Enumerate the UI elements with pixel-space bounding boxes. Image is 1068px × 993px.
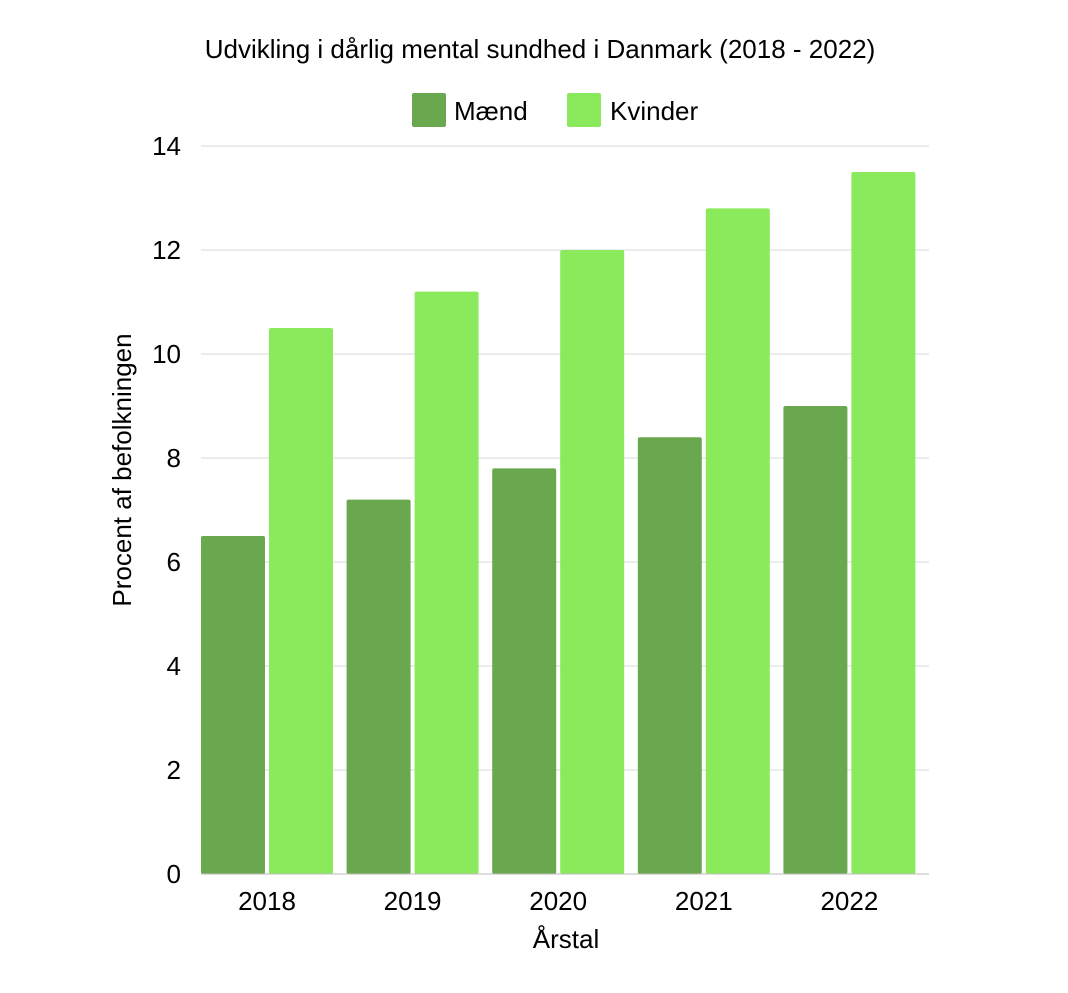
y-tick-label: 8 — [167, 443, 181, 473]
y-tick-label: 0 — [167, 859, 181, 889]
bar-kvinder-2019 — [414, 291, 479, 875]
x-axis-label: Årstal — [533, 924, 599, 954]
y-tick-label: 12 — [152, 235, 181, 265]
bar-kvinder-2021 — [705, 208, 770, 874]
bar-kvinder-2018 — [269, 328, 333, 874]
bar-kvinder-2022 — [851, 172, 916, 874]
y-axis-label: Procent af befolkningen — [107, 333, 137, 606]
y-tick-label: 2 — [167, 755, 181, 785]
y-tick-label: 14 — [152, 131, 181, 161]
bars — [201, 172, 929, 875]
legend-swatch-kvinder — [567, 93, 601, 127]
y-axis-ticks: 0 2 4 6 8 10 12 14 — [152, 131, 181, 889]
bar-maend-2018 — [201, 536, 265, 874]
x-tick-label: 2022 — [820, 886, 878, 916]
x-tick-label: 2018 — [238, 886, 296, 916]
bar-kvinder-2020 — [560, 250, 625, 874]
y-tick-label: 4 — [167, 651, 181, 681]
x-tick-label: 2020 — [529, 886, 587, 916]
legend-swatch-maend — [412, 93, 446, 127]
y-tick-label: 6 — [167, 547, 181, 577]
x-tick-label: 2021 — [675, 886, 733, 916]
legend-label-kvinder: Kvinder — [610, 96, 698, 126]
chart-title: Udvikling i dårlig mental sundhed i Danm… — [205, 34, 876, 64]
x-tick-label: 2019 — [384, 886, 442, 916]
y-tick-label: 10 — [152, 339, 181, 369]
bar-maend-2020 — [492, 468, 557, 874]
legend-label-maend: Mænd — [454, 96, 528, 126]
bar-maend-2019 — [346, 499, 411, 874]
legend: Mænd Kvinder — [412, 93, 698, 127]
bar-maend-2022 — [783, 406, 848, 874]
bar-maend-2021 — [637, 437, 702, 874]
x-axis-ticks: 2018 2019 2020 2021 2022 — [238, 886, 878, 916]
